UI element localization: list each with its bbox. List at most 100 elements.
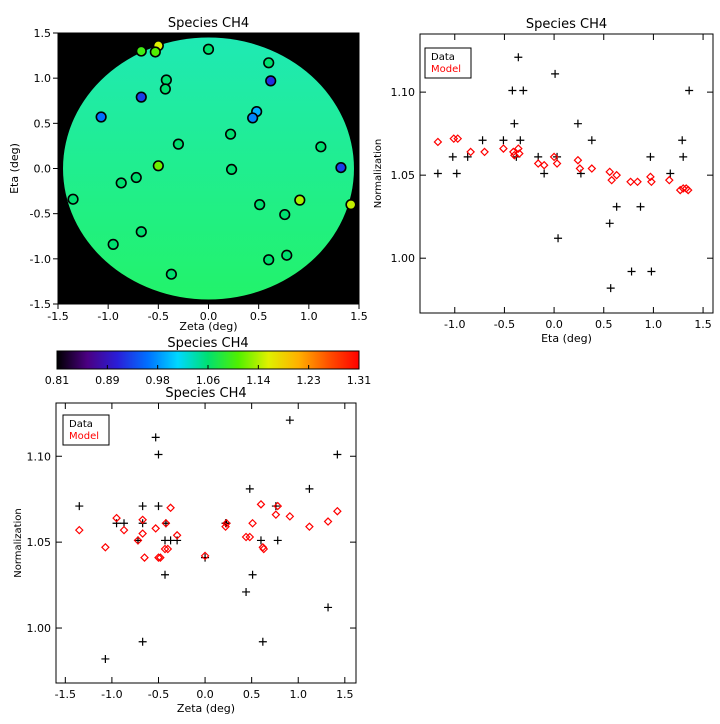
eta-data-point xyxy=(433,169,442,178)
map-point xyxy=(172,138,184,150)
eta-model-point xyxy=(575,164,585,173)
zeta-model-point xyxy=(333,506,342,516)
map-point xyxy=(130,171,142,184)
colorbar-tick-label: 1.14 xyxy=(246,374,271,387)
map-x-tick-label: 1.5 xyxy=(350,310,368,323)
eta-model-point xyxy=(539,160,549,170)
zeta-data-point xyxy=(112,519,121,528)
eta-model-point xyxy=(587,164,597,173)
colorbar-tick-label: 1.31 xyxy=(347,374,372,387)
eta-x-tick-label: -1.0 xyxy=(444,318,465,331)
eta-data-point xyxy=(612,202,621,211)
map-point xyxy=(165,268,177,280)
zeta-model-point xyxy=(119,525,129,535)
eta-data-point xyxy=(685,86,694,95)
zeta-model-point xyxy=(151,524,161,533)
eta-data-point xyxy=(627,267,636,276)
colorbar-title: Species CH4 xyxy=(167,336,248,351)
eta-data-point xyxy=(666,169,675,178)
zeta-model-point xyxy=(154,553,163,562)
map-x-tick-label: -1.5 xyxy=(47,310,68,323)
zeta-legend-box xyxy=(62,414,110,446)
map-x-tick-label: -1.0 xyxy=(97,310,118,323)
eta-data-point xyxy=(508,86,517,95)
map-point xyxy=(160,74,172,86)
zeta-model-point xyxy=(305,522,314,532)
eta-model-point xyxy=(607,175,617,185)
eta-model-point xyxy=(453,134,463,143)
chart-normalization-vs-zeta: -1.5 -1.0 -0.5 0.0 0.5 1.0 1.5 1.00 1.05 1.10 Data… xyxy=(13,386,357,715)
map-point xyxy=(107,238,119,250)
eta-data-point xyxy=(452,169,461,178)
colorbar-tick-label: 0.81 xyxy=(45,374,70,387)
map-point xyxy=(149,46,161,58)
eta-model-point xyxy=(433,137,443,147)
map-x-tick-label: 0.0 xyxy=(200,310,218,323)
zeta-model-point xyxy=(101,542,110,552)
eta-data-point xyxy=(463,152,472,161)
zeta-data-point xyxy=(245,484,254,493)
zeta-data-point xyxy=(138,637,147,646)
zeta-data-point xyxy=(201,553,210,562)
eta-model-point xyxy=(509,147,518,157)
eta-data-point xyxy=(448,152,457,161)
eta-data-point xyxy=(478,136,487,145)
eta-x-tick-label: 0.5 xyxy=(595,318,613,331)
map-y-tick-label: 1.0 xyxy=(34,72,52,85)
map-x-tick-label: 1.0 xyxy=(300,310,318,323)
zeta-model-point xyxy=(248,518,257,528)
eta-model-point xyxy=(552,159,562,168)
map-point xyxy=(263,57,275,69)
map-y-label: Eta (deg) xyxy=(8,143,21,194)
zeta-x-tick-label: 0.0 xyxy=(196,688,214,701)
eta-legend-model: Model xyxy=(431,64,461,75)
eta-frame xyxy=(419,33,714,314)
eta-model-point xyxy=(533,159,543,168)
eta-data-point xyxy=(514,53,523,62)
eta-data-point xyxy=(678,136,687,145)
zeta-frame xyxy=(55,402,357,684)
zeta-x-tick-label: -1.0 xyxy=(101,688,122,701)
zeta-data-point xyxy=(161,570,170,579)
eta-data-point xyxy=(679,152,688,161)
eta-legend-box xyxy=(424,47,472,79)
zeta-x-label: Zeta (deg) xyxy=(177,702,235,715)
zeta-y-label: Normalization xyxy=(13,508,24,578)
zeta-model-point xyxy=(172,530,182,540)
zeta-x-tick-label: 0.5 xyxy=(243,688,261,701)
map-point xyxy=(135,45,147,57)
eta-model-point xyxy=(513,144,523,153)
eta-model-point xyxy=(612,170,622,180)
zeta-data-point xyxy=(242,587,251,596)
eta-data-point xyxy=(540,169,549,178)
zeta-data-point xyxy=(75,502,84,511)
eta-model-point xyxy=(646,172,655,182)
zeta-model-point xyxy=(256,500,266,509)
eta-x-label: Eta (deg) xyxy=(541,332,592,345)
map-y-tick-label: 0.0 xyxy=(34,163,52,176)
eta-y-label: Normalization xyxy=(373,139,384,209)
map-y-tick-label: 0.5 xyxy=(34,117,52,130)
zeta-model-point xyxy=(133,536,143,545)
map-point xyxy=(315,141,327,153)
eta-model-point xyxy=(647,177,656,187)
zeta-x-tick-label: -0.5 xyxy=(148,688,169,701)
zeta-model-point xyxy=(271,510,281,520)
chart-normalization-vs-eta: -1.0 -0.5 0.0 0.5 1.0 1.5 1.00 1.05 1.10 DataMode… xyxy=(373,17,714,345)
zeta-data-point xyxy=(154,450,163,459)
map-point xyxy=(294,194,306,206)
map-point xyxy=(152,160,164,172)
zeta-model-point xyxy=(200,551,210,561)
eta-title: Species CH4 xyxy=(526,17,607,32)
eta-model-point xyxy=(683,185,693,195)
eta-x-tick-label: 1.0 xyxy=(645,318,663,331)
zeta-data-point xyxy=(154,502,163,511)
zeta-model-point xyxy=(285,512,295,521)
map-point xyxy=(281,249,293,261)
eta-data-point xyxy=(605,219,614,228)
zeta-data-point xyxy=(285,416,294,425)
zeta-model-point xyxy=(74,525,84,535)
zeta-y-tick-label: 1.05 xyxy=(27,536,52,549)
map-y-tick-label: -0.5 xyxy=(30,208,51,221)
